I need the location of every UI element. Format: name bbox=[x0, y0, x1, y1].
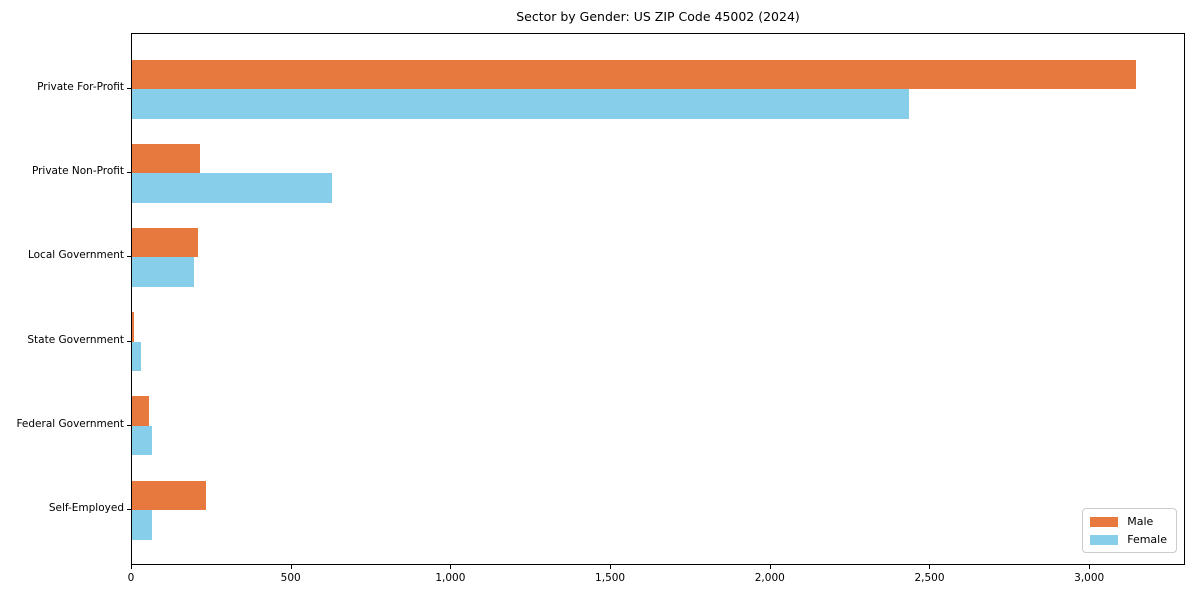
legend-item-male: Male bbox=[1090, 515, 1167, 528]
bar-male-state-government bbox=[132, 312, 134, 342]
xtick-mark bbox=[769, 565, 771, 569]
ytick-label-self-employed: Self-Employed bbox=[48, 502, 124, 515]
xtick-label-1000: 1,000 bbox=[435, 572, 466, 584]
ytick-mark bbox=[127, 509, 131, 511]
xtick-label-2500: 2,500 bbox=[914, 572, 945, 584]
ytick-label-private-non-profit: Private Non-Profit bbox=[31, 165, 124, 178]
female-legend-swatch bbox=[1090, 534, 1119, 545]
bar-male-federal-government bbox=[132, 396, 149, 426]
xtick-label-1500: 1,500 bbox=[595, 572, 626, 584]
bar-male-self-employed bbox=[132, 480, 207, 511]
bar-female-self-employed bbox=[132, 510, 153, 540]
ytick-label-local-government: Local Government bbox=[27, 249, 124, 262]
xtick-mark bbox=[131, 565, 132, 569]
bar-female-federal-government bbox=[132, 425, 152, 456]
legend-item-female: Female bbox=[1090, 533, 1167, 546]
xtick-mark bbox=[610, 565, 612, 569]
xtick-mark bbox=[929, 565, 931, 569]
bar-female-local-government bbox=[132, 257, 194, 287]
xtick-mark bbox=[450, 565, 452, 569]
chart-title: Sector by Gender: US ZIP Code 45002 (202… bbox=[516, 9, 800, 24]
xtick-label-3000: 3,000 bbox=[1074, 572, 1105, 584]
ytick-mark bbox=[127, 424, 131, 426]
bar-male-private-for-profit bbox=[132, 59, 1137, 89]
xtick-label-2000: 2,000 bbox=[754, 572, 785, 584]
bar-male-local-government bbox=[132, 227, 199, 258]
plot-area: Male Female bbox=[131, 33, 1185, 565]
ytick-mark bbox=[127, 340, 131, 342]
ytick-label-private-for-profit: Private For-Profit bbox=[37, 81, 124, 93]
bar-female-private-non-profit bbox=[132, 173, 332, 203]
bar-female-state-government bbox=[132, 341, 141, 372]
xtick-mark bbox=[1089, 565, 1091, 569]
female-legend-label: Female bbox=[1127, 533, 1167, 546]
bar-male-private-non-profit bbox=[132, 143, 201, 174]
bar-female-private-for-profit bbox=[132, 89, 909, 119]
male-legend-label: Male bbox=[1127, 515, 1154, 528]
ytick-label-state-government: State Government bbox=[27, 333, 124, 346]
ytick-mark bbox=[127, 88, 131, 89]
xtick-label-0: 0 bbox=[127, 572, 135, 584]
male-legend-swatch bbox=[1090, 516, 1119, 527]
legend: Male Female bbox=[1082, 508, 1177, 553]
ytick-mark bbox=[127, 256, 131, 258]
ytick-mark bbox=[127, 172, 131, 174]
ytick-label-federal-government: Federal Government bbox=[16, 417, 124, 430]
xtick-mark bbox=[290, 565, 292, 569]
xtick-label-500: 500 bbox=[280, 572, 301, 584]
